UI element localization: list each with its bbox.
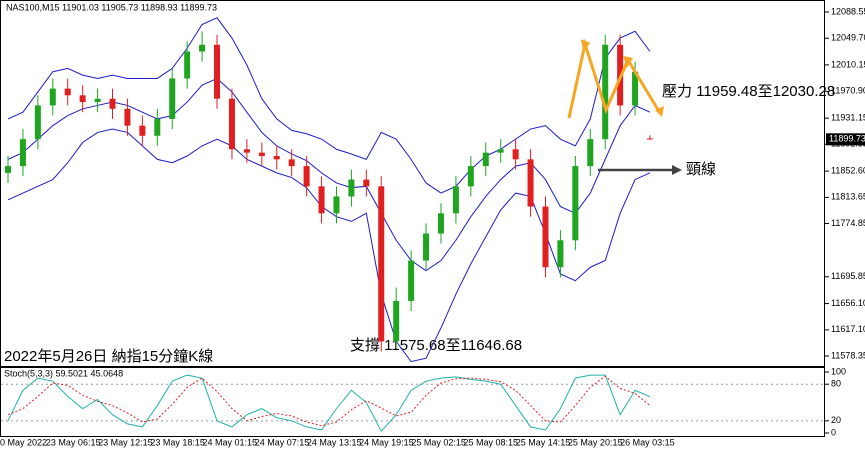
candle-body (64, 88, 71, 96)
candle-body (273, 156, 280, 160)
candle-body (288, 159, 295, 167)
y-tick-label: 12049.70 (831, 33, 865, 43)
candle-body (378, 186, 385, 342)
x-tick-label: 25 May 08:15 (464, 437, 519, 447)
candle-body (49, 88, 56, 106)
candle-body (243, 149, 250, 153)
bollinger-upper (7, 17, 651, 194)
candle-body (542, 206, 549, 268)
candle-body (214, 44, 221, 99)
support-label: 支撐 11575.68至11646.68 (350, 337, 522, 354)
candle-body (363, 179, 370, 187)
candle-body (512, 149, 519, 160)
last-price-box (826, 133, 865, 146)
y-tick-label: 12010.15 (831, 59, 865, 69)
candle-body (303, 166, 310, 187)
candle-body (572, 166, 579, 241)
candle-body (79, 95, 86, 103)
y-tick-label: 80 (831, 379, 841, 389)
candle-body (19, 139, 26, 167)
main-frame (0, 0, 825, 367)
arrow-head (580, 39, 591, 52)
x-tick-label: 24 May 07:15 (255, 437, 310, 447)
x-tick-label: 23 May 18:15 (150, 437, 205, 447)
stoch-frame (0, 367, 825, 437)
candle-body (199, 44, 206, 52)
last-price-label: 11899.73 (829, 134, 865, 144)
candle-body (647, 138, 653, 140)
x-tick-label: 24 May 19:15 (359, 437, 414, 447)
candle-body (228, 98, 235, 150)
candle-body (348, 179, 355, 197)
candle-body (258, 152, 265, 156)
candle-body (527, 159, 534, 207)
arrow-head (655, 106, 664, 117)
candle-body (94, 98, 101, 103)
x-tick-label: 23 May 12:15 (98, 437, 153, 447)
candle-body (587, 139, 594, 167)
y-tick-label: 11852.60 (831, 165, 865, 175)
candle-body (452, 186, 459, 214)
candle-body (34, 105, 41, 140)
y-tick-label: 11578.35 (831, 350, 865, 360)
candle-body (393, 300, 400, 342)
candle-body (602, 44, 609, 140)
stoch-line (7, 374, 651, 433)
candle-body (184, 51, 191, 79)
resistance-label: 壓力 11959.48至12030.28 (662, 83, 835, 100)
arrow-head (623, 56, 633, 68)
pattern-annotation (567, 38, 682, 175)
y-tick-label: 11695.85 (831, 271, 865, 281)
x-tick-label: 25 May 20:15 (568, 437, 623, 447)
y-tick-label: 11617.10 (831, 324, 865, 334)
x-tick-label: 26 May 03:15 (620, 437, 675, 447)
candle-body (169, 78, 176, 119)
candle-body (333, 196, 340, 214)
x-tick-label: 23 May 06:15 (46, 437, 101, 447)
chart-title: 2022年5月26日 納指15分鐘K線 (4, 348, 213, 365)
y-tick-label: 100 (831, 366, 846, 376)
candle-body (139, 125, 146, 136)
stoch-line (7, 375, 651, 427)
candle-body (482, 152, 489, 167)
candle-body (437, 213, 444, 234)
pattern-line (567, 38, 662, 119)
x-tick-label: 24 May 01:15 (203, 437, 258, 447)
candle-body (154, 118, 161, 136)
stoch-title: Stoch(5,3,3) 59.5021 45.0648 (4, 368, 123, 378)
candle-body (408, 260, 415, 301)
candle-body (109, 98, 116, 109)
bollinger-lower (7, 128, 651, 363)
candle-body (423, 233, 430, 261)
x-tick-label: 20 May 2022 (0, 437, 47, 447)
y-tick-label: 0 (831, 427, 836, 437)
x-tick-label: 25 May 14:15 (516, 437, 571, 447)
bollinger-middle (7, 77, 651, 272)
neckline-label: 頸線 (686, 161, 716, 178)
candle-body (318, 186, 325, 214)
y-tick-label: 11774.85 (831, 218, 865, 228)
x-tick-label: 24 May 13:15 (307, 437, 362, 447)
candle-body (497, 149, 504, 153)
candle-body (124, 108, 131, 126)
candle-body (467, 166, 474, 187)
x-tick-label: 25 May 02:15 (411, 437, 466, 447)
chart-header: NAS100,M15 11901.03 11905.73 11898.93 11… (6, 2, 217, 12)
y-tick-label: 11931.15 (831, 113, 865, 123)
candle-body (557, 240, 564, 268)
y-tick-label: 11970.90 (831, 86, 865, 96)
candle-body (5, 166, 11, 173)
candle-body (632, 71, 639, 106)
arrow-head (672, 165, 682, 175)
y-tick-label: 20 (831, 415, 841, 425)
y-tick-label: 11813.65 (831, 192, 865, 202)
y-tick-label: 11656.10 (831, 298, 865, 308)
y-tick-label: 12088.55 (831, 6, 865, 16)
